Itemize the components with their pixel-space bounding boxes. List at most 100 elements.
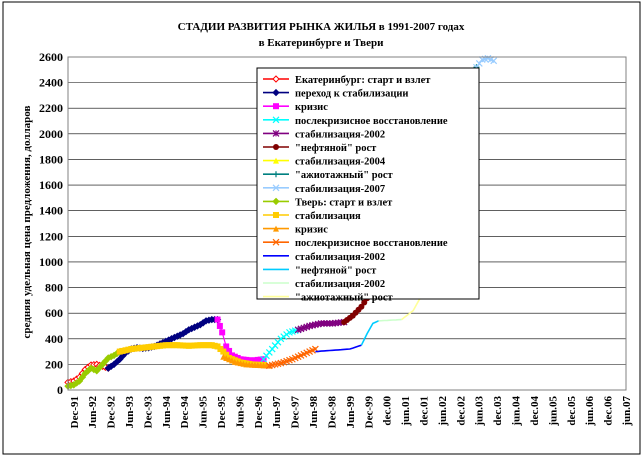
data-point (490, 57, 498, 65)
legend-entry: стабилизация (295, 211, 361, 222)
y-tick-label: 600 (45, 306, 63, 320)
y-axis-label: средняя удельная цена предложения, долла… (21, 105, 33, 338)
x-tick-label: Jun-96 (234, 396, 246, 429)
x-tick-label: Jun-99 (345, 396, 357, 429)
data-point (214, 316, 221, 323)
y-tick-label: 1200 (39, 229, 63, 243)
series-line (315, 344, 362, 353)
data-point (317, 319, 325, 327)
x-tick-label: Jun-95 (198, 396, 210, 429)
x-tick-label: dec.04 (529, 396, 541, 426)
data-point (216, 322, 223, 329)
y-tick-label: 1000 (39, 255, 63, 269)
x-tick-labels: Dec-91 Jun-92 Dec-92 Jun-93 Dec-93 Jun-94 Dec-… (69, 396, 633, 429)
x-tick-label: Dec-92 (106, 396, 118, 429)
legend-entry: стабилизация-2002 (295, 252, 385, 263)
series-group (64, 54, 498, 390)
data-point (220, 348, 227, 355)
y-tick-label: 2200 (39, 101, 63, 115)
legend-entry: "нефтяной" рост (295, 265, 377, 276)
x-tick-label: Jun-94 (161, 396, 173, 429)
data-point (326, 319, 334, 327)
y-tick-label: 0 (57, 383, 63, 397)
x-tick-label: Dec-94 (179, 396, 191, 429)
data-point (219, 329, 226, 336)
y-tick-label: 1400 (39, 204, 63, 218)
y-tick-label: 2000 (39, 127, 63, 141)
x-tick-label: Jun-98 (308, 396, 320, 429)
legend-marker (272, 116, 280, 124)
data-point (358, 303, 365, 310)
legend-marker (272, 129, 280, 137)
plot-area-border (67, 56, 627, 391)
legend-entry: кризис (295, 225, 328, 236)
series-12 (265, 345, 319, 370)
series-14 (360, 320, 379, 346)
legend-entry: переход к стабилизации (295, 89, 408, 100)
x-tick-label: Jun-92 (87, 396, 99, 429)
x-tick-label: Dec-93 (142, 396, 154, 429)
series-13 (315, 344, 362, 353)
legend-entry: стабилизация-2002 (295, 279, 385, 290)
legend-entry: "ажиотажный" рост (295, 293, 394, 304)
x-tick-label: jun.03 (474, 396, 486, 427)
x-tick-label: dec.01 (419, 396, 431, 426)
legend-marker (273, 103, 279, 110)
x-tick-label: Dec-98 (326, 396, 338, 429)
legend-marker (273, 157, 279, 164)
chart-subtitle: в Екатеринбурге и Твери (259, 37, 384, 49)
x-tick-label: dec.00 (382, 396, 394, 426)
legend-marker (272, 75, 280, 83)
legend-entry: послекризисное восстановление (295, 238, 448, 249)
x-tick-label: Jun-97 (271, 396, 283, 429)
y-tick-label: 2600 (39, 50, 63, 64)
data-point (323, 319, 331, 327)
series-line (378, 318, 402, 322)
legend-entry: кризис (295, 102, 328, 113)
x-tick-label: Dec-91 (69, 396, 81, 428)
x-tick-label: dec.06 (603, 396, 615, 426)
x-tick-label: dec.05 (566, 396, 578, 426)
legend-entry: стабилизация-2002 (295, 129, 385, 140)
legend-entry: послекризисное восстановление (295, 116, 448, 127)
x-tick-label: jun.05 (547, 396, 559, 427)
legend-marker (272, 197, 280, 206)
x-tick-label: jun.04 (511, 396, 523, 427)
legend-entry: "нефтяной" рост (295, 143, 377, 154)
data-point (223, 343, 230, 350)
data-point (226, 347, 233, 354)
y-tick-label: 800 (45, 281, 63, 295)
series-8 (473, 54, 498, 71)
x-tick-label: Dec-96 (253, 396, 265, 429)
x-tick-label: Jun-93 (124, 396, 136, 429)
chart-title: СТАДИИ РАЗВИТИЯ РЫНКА ЖИЛЬЯ в 1991-2007 … (178, 21, 465, 33)
x-tick-label: jun.07 (621, 396, 633, 427)
data-point (475, 59, 483, 67)
y-tick-label: 1800 (39, 152, 63, 166)
x-tick-label: jun.06 (584, 396, 596, 427)
series-9 (64, 347, 124, 390)
x-tick-label: Dec-97 (290, 396, 302, 429)
legend-marker (273, 225, 279, 232)
legend-marker (273, 144, 279, 150)
series-line (360, 320, 379, 346)
data-point (361, 299, 368, 306)
legend-marker (273, 212, 279, 218)
legend-marker (273, 171, 279, 178)
legend-entry: стабилизация-2007 (295, 184, 385, 195)
legend-marker (272, 238, 280, 246)
legend-entry: "ажиотажный" рост (295, 170, 394, 181)
series-4 (294, 318, 348, 334)
y-tick-labels: 0 200 400 600 800 1000 1200 1400 1600 1800 2000 220… (39, 50, 63, 397)
y-tick-label: 1600 (39, 178, 63, 192)
data-point (75, 377, 84, 385)
y-tick-label: 400 (45, 332, 63, 346)
x-tick-label: jun.01 (400, 396, 412, 427)
data-point (320, 319, 328, 327)
legend: Екатеринбург: старт и взлет переход к ста… (256, 67, 480, 304)
legend-box (256, 67, 480, 300)
data-point (78, 373, 87, 381)
x-tick-label: jun.02 (437, 396, 449, 427)
